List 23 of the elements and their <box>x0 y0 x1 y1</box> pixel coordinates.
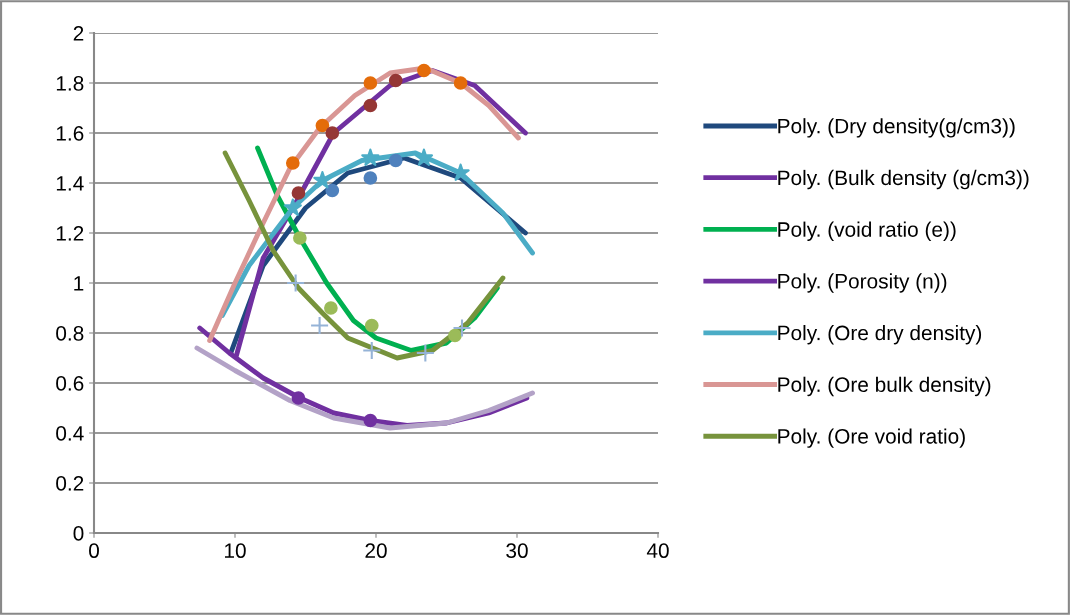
x-tick-label: 30 <box>506 543 528 559</box>
y-tick-label: 1.4 <box>56 176 84 191</box>
y-tick-label: 0.8 <box>56 326 84 341</box>
x-tick-label: 40 <box>646 543 669 559</box>
x-tick-label: 10 <box>225 543 246 559</box>
y-tick-label: 1.2 <box>56 226 84 241</box>
y-tick-label: 0 <box>73 526 84 541</box>
y-tick-label: 0.4 <box>56 426 84 441</box>
y-tick-label: 0.2 <box>56 476 84 491</box>
y-tick-label: 0.6 <box>56 376 84 391</box>
y-tick-label: 1 <box>74 276 84 291</box>
legend-label: Poly. (Bulk density (g/cm3)) <box>778 169 1029 190</box>
legend-label: Poly. (void ratio (e)) <box>778 221 956 241</box>
y-tick-label: 1.6 <box>56 126 84 141</box>
x-tick-label: 20 <box>365 543 387 559</box>
y-tick-label: 2 <box>73 26 84 41</box>
x-tick-label: 0 <box>89 543 99 559</box>
legend-label: Poly. (Dry density(g/cm3)) <box>778 118 1015 138</box>
legend-label: Poly. (Porosity (n)) <box>778 273 947 293</box>
legend-label: Poly. (Ore dry density) <box>778 325 982 345</box>
legend-label: Poly. (Ore void ratio) <box>778 428 965 448</box>
y-tick-label: 1.8 <box>56 76 84 91</box>
legend-label: Poly. (Ore bulk density) <box>778 376 991 397</box>
